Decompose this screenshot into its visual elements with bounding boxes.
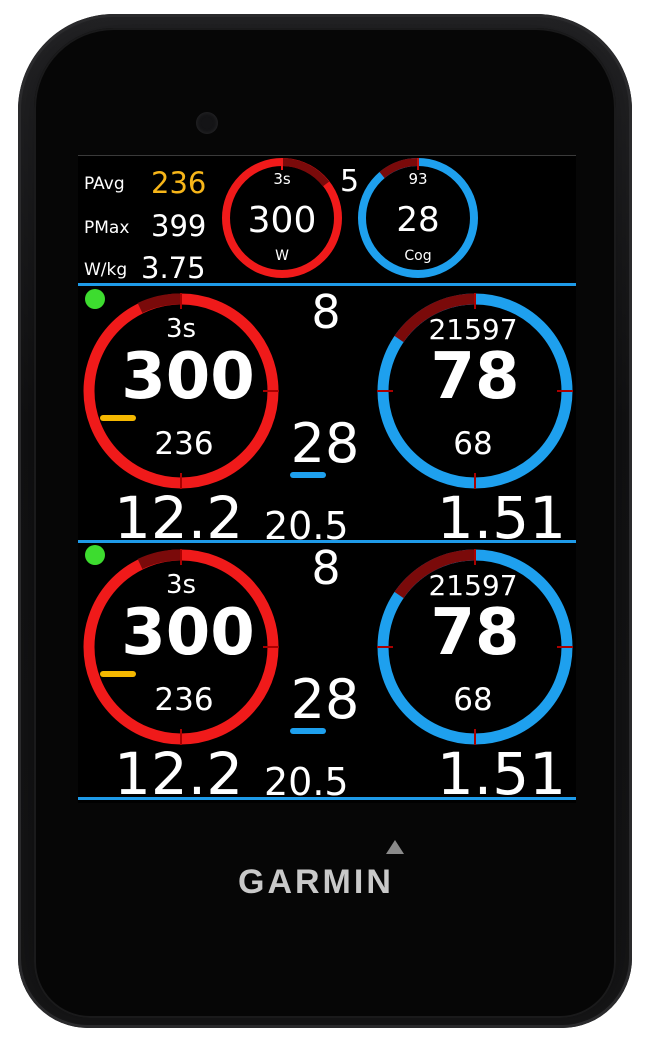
power-zone-marker: [100, 415, 136, 421]
pavg-label: PAvg: [84, 174, 125, 194]
pavg-value: 236: [151, 166, 207, 200]
top-cadence-gauge-label: 93: [408, 170, 428, 188]
cog-value: 28: [290, 412, 360, 475]
cadence-gauge-label: 21597: [428, 313, 518, 346]
power-gauge-value: 300: [121, 340, 255, 414]
top-rule: [78, 155, 576, 156]
cadence-gauge: [377, 293, 573, 489]
power-gauge-average: 236: [154, 682, 214, 718]
separator-line: [78, 283, 576, 286]
cadence-gauge-value: 78: [430, 340, 520, 414]
cadence-gauge-label: 21597: [428, 569, 518, 602]
pmax-value: 399: [151, 209, 207, 243]
top-power-gauge-value: 300: [247, 200, 317, 241]
separator-line: [78, 540, 576, 543]
wkg-value: 3.75: [141, 251, 206, 285]
bottom-mid-value: 20.5: [264, 504, 349, 548]
power-gauge: [83, 293, 279, 489]
top-cadence-gauge-value: 28: [396, 200, 440, 240]
gear-value: 8: [311, 541, 341, 595]
power-gauge-label: 3s: [165, 314, 197, 344]
status-dot: [85, 289, 105, 309]
status-dot: [85, 545, 105, 565]
bottom-right-value: 1.51: [436, 740, 566, 808]
top-power-gauge: [222, 158, 342, 278]
cog-marker: [290, 472, 326, 478]
ambient-light-sensor: [196, 112, 218, 134]
triangle-icon: [386, 840, 404, 854]
top-gear-value: 5: [340, 164, 360, 199]
cadence-gauge-average: 68: [453, 426, 493, 462]
pmax-label: PMax: [84, 218, 130, 238]
wkg-label: W/kg: [84, 260, 128, 280]
top-power-gauge-unit: W: [275, 248, 289, 264]
power-gauge-average: 236: [154, 426, 214, 462]
power-gauge-value: 300: [121, 596, 255, 670]
power-gauge-label: 3s: [165, 570, 197, 600]
cog-marker: [290, 728, 326, 734]
gear-value: 8: [311, 285, 341, 339]
display-screen: PAvg 236 PMax 399 W/kg 3.75 3s 300 W 5 9…: [78, 155, 576, 803]
bottom-right-value: 1.51: [436, 484, 566, 552]
cadence-gauge: [377, 549, 573, 745]
bottom-left-value: 12.2: [114, 484, 244, 552]
cadence-gauge-average: 68: [453, 682, 493, 718]
power-zone-marker: [100, 671, 136, 677]
power-gauge: [83, 549, 279, 745]
top-cadence-gauge-unit: Cog: [404, 248, 432, 264]
bottom-mid-value: 20.5: [264, 760, 349, 804]
bottom-left-value: 12.2: [114, 740, 244, 808]
top-power-gauge-label: 3s: [273, 170, 291, 188]
brand-logo: GARMIN: [238, 863, 394, 901]
cadence-gauge-value: 78: [430, 596, 520, 670]
cog-value: 28: [290, 668, 360, 731]
top-cadence-gauge: [358, 157, 478, 278]
separator-line: [78, 797, 576, 800]
